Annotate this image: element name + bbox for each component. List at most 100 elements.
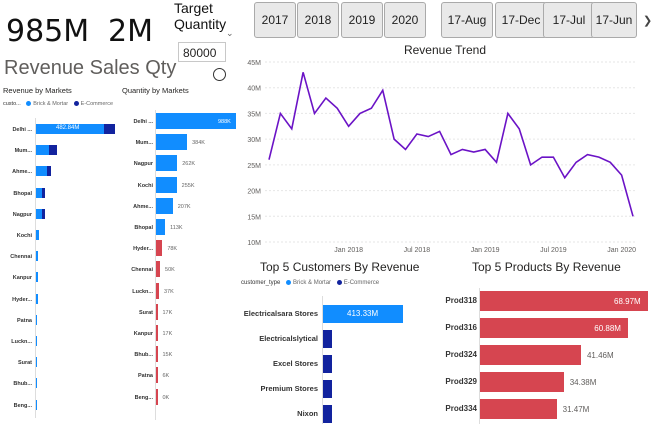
quantity-bar[interactable] [156, 388, 158, 405]
target-quantity-input[interactable]: 80000 [178, 42, 226, 62]
year-slicer-button-2020[interactable]: 2020 [384, 2, 426, 38]
quantity-bar[interactable] [156, 282, 159, 299]
product-bar[interactable] [480, 291, 648, 311]
brick-bar[interactable] [36, 336, 38, 346]
brick-bar[interactable] [36, 314, 38, 325]
quantity-bar[interactable] [156, 113, 236, 129]
month-slicer-button-0[interactable]: 17-Aug [441, 2, 493, 38]
product-bar[interactable] [480, 318, 629, 338]
month-slicer-button-1[interactable]: 17-Dec [495, 2, 547, 38]
brick-bar[interactable] [36, 145, 49, 156]
quantity-bar[interactable] [156, 155, 178, 172]
ecom-bar[interactable] [47, 166, 51, 177]
quantity-bar[interactable] [156, 219, 166, 235]
market-label: Hyder... [133, 246, 153, 253]
bar-value-label: 113K [170, 225, 183, 231]
bar-value-label: 207K [177, 203, 191, 210]
brick-bar[interactable] [36, 399, 37, 410]
brick-bar[interactable] [36, 187, 43, 198]
year-slicer-button-2019[interactable]: 2019 [341, 2, 383, 38]
market-label: Beng... [13, 402, 32, 409]
market-label: Chennai [131, 267, 153, 274]
quantity-by-markets-title: Quantity by Markets [122, 86, 189, 95]
product-label: Prod318 [445, 296, 477, 305]
customer-label: Excel Stores [272, 359, 318, 368]
x-tick-label: Jan 2019 [471, 247, 500, 254]
product-bar[interactable] [480, 399, 557, 419]
month-slicer-button-3[interactable]: 17-Jun [591, 2, 637, 38]
legend-brick-label: Brick & Mortar [33, 101, 69, 107]
quantity-bar[interactable] [156, 240, 163, 257]
bar-value-label: 41.46M [586, 351, 614, 360]
market-label: Mum... [14, 148, 32, 155]
ecom-bar[interactable] [42, 208, 46, 219]
product-bar[interactable] [480, 345, 581, 365]
brick-bar[interactable] [36, 272, 39, 283]
axis-line [322, 296, 323, 424]
brick-bar[interactable] [36, 124, 105, 134]
product-label: Prod334 [445, 404, 477, 413]
quantity-bar[interactable] [156, 176, 177, 193]
ecom-bar[interactable] [48, 145, 57, 156]
chevron-right-icon[interactable]: ❯ [643, 15, 652, 27]
quantity-bar[interactable] [156, 325, 158, 341]
brick-bar[interactable] [36, 293, 39, 304]
target-slider-handle[interactable] [213, 68, 226, 81]
month-slicer-button-2[interactable]: 17-Jul [543, 2, 595, 38]
product-label: Prod329 [445, 377, 477, 386]
legend-dot-brick [26, 101, 32, 107]
bar-value-label: 31.47M [562, 405, 590, 414]
customer-label: Electricalslytical [259, 334, 318, 343]
quantity-bar[interactable] [156, 197, 173, 214]
bar-value-label: 34.38M [569, 378, 597, 387]
ecom-bar[interactable] [42, 187, 46, 198]
brick-bar[interactable] [36, 251, 39, 262]
brick-bar[interactable] [36, 230, 40, 240]
y-tick-label: 35M [247, 111, 261, 118]
market-label: Patna [138, 373, 153, 380]
market-label: Bhub... [13, 381, 32, 388]
customer-bar[interactable] [323, 330, 332, 348]
customer-bar[interactable] [323, 355, 332, 373]
legend-title: customer_type [241, 280, 281, 287]
customer-label: Premium Stores [260, 384, 318, 393]
quantity-bar[interactable] [156, 134, 188, 151]
target-quantity-title: Target Quantity [174, 0, 226, 32]
quantity-bar[interactable] [156, 367, 158, 384]
quantity-bar[interactable] [156, 303, 158, 320]
brick-bar[interactable] [36, 378, 37, 389]
y-tick-label: 25M [247, 163, 261, 170]
brick-bar[interactable] [36, 357, 38, 368]
bar-value-label: 68.97M [614, 297, 641, 306]
y-tick-label: 15M [247, 214, 261, 221]
customer-bar[interactable] [323, 305, 403, 323]
quantity-bar[interactable] [156, 261, 161, 278]
legend-dot-ecom [73, 101, 79, 107]
y-tick-label: 10M [247, 240, 261, 247]
year-slicer-button-2017[interactable]: 2017 [254, 2, 296, 38]
market-label: Bhub... [134, 352, 153, 359]
quantity-bar[interactable] [156, 346, 158, 363]
legend-dot-brick [286, 280, 292, 285]
market-label: Kanpur [133, 331, 153, 337]
kpi-caption: Revenue Sales Qty [4, 57, 177, 79]
market-label: Hyder... [12, 296, 32, 303]
bar-value-label: 413.33M [347, 309, 379, 318]
market-label: Ahme... [133, 203, 153, 210]
product-bar[interactable] [480, 372, 564, 392]
legend-ecom-label: E-Commerce [80, 101, 114, 107]
chevron-down-icon[interactable]: ⌄ [226, 28, 234, 38]
bar-value-label: 60.88M [594, 324, 621, 333]
customer-bar[interactable] [323, 380, 332, 398]
market-label: Kochi [16, 233, 32, 239]
brick-bar[interactable] [36, 208, 43, 219]
revenue-trend-line[interactable] [268, 72, 634, 217]
sales-qty-kpi-value: 2M [108, 14, 153, 49]
ecom-bar[interactable] [104, 124, 115, 134]
market-label: Luckn... [132, 288, 153, 295]
market-label: Luckn... [11, 339, 32, 345]
brick-bar[interactable] [36, 166, 48, 177]
bar-value-label: 255K [181, 182, 195, 189]
year-slicer-button-2018[interactable]: 2018 [297, 2, 339, 38]
customer-bar[interactable] [323, 405, 332, 423]
